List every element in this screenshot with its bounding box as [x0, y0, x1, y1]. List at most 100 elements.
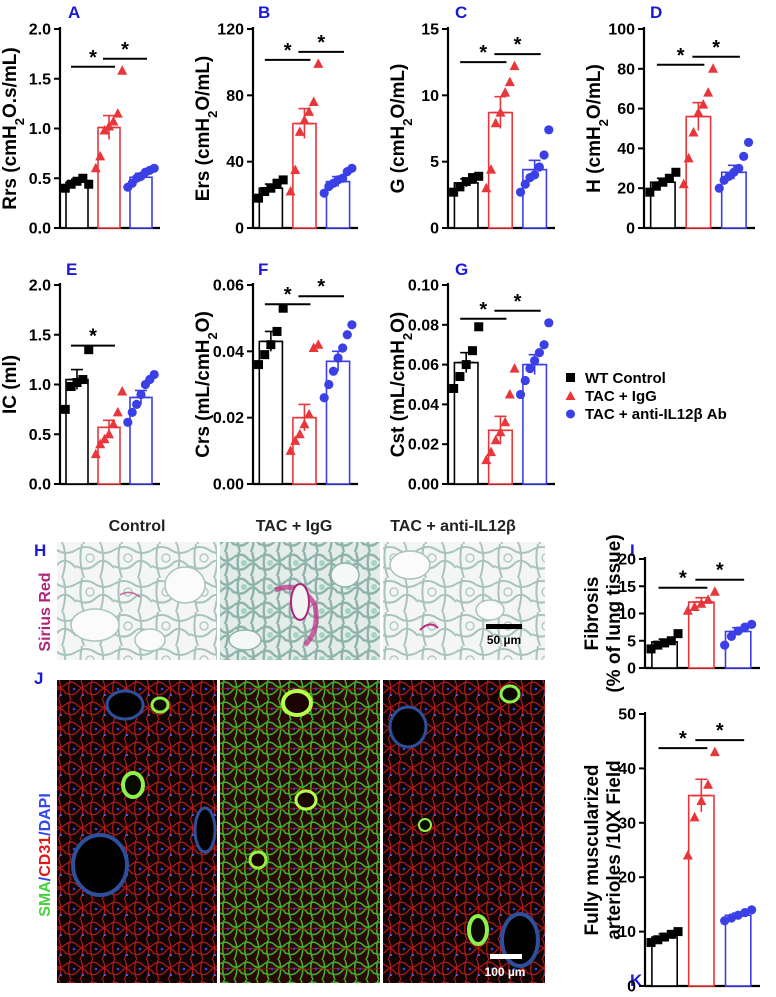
data-point-e-2 — [149, 369, 159, 380]
y-tick-label-e: 1.5 — [29, 327, 51, 344]
data-point-b-1 — [294, 126, 305, 136]
data-point-f-1 — [313, 339, 324, 349]
data-point-g-0 — [449, 383, 459, 393]
chart-panel-e: E 0.0 0.5 1.0 1.5 2.0 IC (ml) * — [0, 260, 160, 494]
data-point-d-2 — [714, 183, 724, 193]
y-tick-label-g: 0.10 — [408, 278, 439, 295]
y-tick-label-a: 0.0 — [29, 221, 51, 238]
y-axis-label-i: Fibrosis — [582, 577, 603, 651]
legend-marker-tac-igg — [565, 391, 576, 400]
data-point-c-1 — [504, 76, 515, 87]
data-point-e-2 — [123, 417, 133, 427]
data-point-k-1 — [689, 811, 700, 822]
data-point-c-1 — [509, 60, 520, 71]
y-tick-label-c: 0 — [430, 221, 439, 238]
data-point-e-1 — [99, 433, 110, 444]
significance-star-e-0: * — [89, 326, 97, 348]
data-point-d-2 — [734, 163, 744, 173]
data-point-d-0 — [664, 173, 674, 183]
data-point-b-0 — [272, 178, 282, 188]
legend-marker-wt-control — [566, 373, 575, 382]
data-point-e-0 — [66, 381, 76, 391]
data-point-c-1 — [486, 164, 497, 174]
data-point-f-1 — [290, 435, 301, 445]
data-point-k-0 — [666, 929, 676, 939]
data-point-e-1 — [90, 448, 101, 459]
data-point-a-1 — [112, 108, 123, 118]
bar-a-1 — [97, 126, 121, 229]
data-point-f-2 — [342, 330, 352, 340]
significance-star-i-0: * — [679, 568, 687, 590]
data-point-a-0 — [78, 173, 88, 183]
bar-d-1 — [685, 115, 712, 229]
data-point-e-1 — [104, 428, 114, 439]
data-point-f-2 — [328, 366, 339, 376]
data-point-g-1 — [495, 426, 506, 437]
fluorescence-tac-anti — [383, 680, 545, 983]
data-point-i-2 — [747, 619, 757, 630]
y-tick-label-a: 2.0 — [29, 22, 51, 39]
data-point-e-2 — [136, 389, 146, 400]
chart-panel-i: I 0 5 10 15 20 Fibrosis (% of lung tissue) * * — [582, 534, 760, 693]
y-tick-label-i: 5 — [627, 633, 636, 650]
panel-label-a: A — [68, 3, 80, 22]
cd31-label: CD31 — [37, 836, 54, 877]
data-point-g-1 — [504, 388, 515, 399]
data-point-d-0 — [651, 181, 661, 191]
data-point-a-1 — [117, 65, 128, 75]
y-tick-label-b: 0 — [235, 221, 244, 238]
significance-star-k-0: * — [679, 728, 687, 750]
data-point-c-0 — [461, 177, 471, 187]
y-axis-label-a: Rrs (cmH2O.s/mL) — [0, 47, 27, 209]
bar-e-0 — [65, 378, 89, 485]
y-tick-label-i: 0 — [627, 661, 636, 678]
data-point-i-0 — [666, 636, 676, 646]
data-point-i-1 — [682, 605, 693, 615]
data-point-f-1 — [285, 445, 296, 455]
data-point-i-2 — [733, 626, 743, 636]
data-point-k-0 — [646, 937, 656, 947]
legend-label-wt-control: WT Control — [585, 370, 666, 387]
data-point-c-2 — [515, 187, 526, 197]
bar-f-2 — [325, 360, 351, 485]
data-point-g-1 — [481, 454, 492, 465]
y-tick-label-d: 40 — [617, 141, 635, 158]
data-point-k-0 — [660, 932, 670, 942]
data-point-g-2 — [539, 340, 549, 350]
y-axis-label-i: (% of lung tissue) — [604, 534, 625, 692]
y-tick-label-f: 0.04 — [213, 344, 244, 361]
y-tick-label-k: 10 — [618, 924, 636, 941]
data-point-i-1 — [696, 598, 707, 608]
data-point-c-2 — [520, 179, 530, 189]
panel-label-j: J — [34, 669, 43, 688]
y-tick-label-e: 2.0 — [29, 278, 51, 295]
legend-marker-tac-anti — [566, 409, 575, 419]
y-tick-label-g: 0.06 — [408, 357, 439, 374]
data-point-g-1 — [490, 434, 501, 445]
data-point-f-0 — [254, 360, 264, 370]
y-tick-label-b: 120 — [217, 22, 244, 39]
y-tick-label-i: 20 — [618, 552, 636, 569]
column-title-tac-igg: TAC + IgG — [256, 518, 333, 535]
sma-cd31-dapi-label: SMA/CD31/DAPI — [37, 793, 54, 917]
data-point-k-1 — [696, 795, 707, 806]
data-point-a-2 — [149, 163, 159, 173]
data-point-c-1 — [495, 107, 506, 117]
data-point-g-0 — [455, 372, 465, 382]
column-title-tac-anti: TAC + anti-IL12β — [390, 518, 516, 535]
significance-star-g-1: * — [514, 291, 522, 313]
data-point-b-1 — [285, 186, 296, 196]
significance-star-b-1: * — [317, 32, 325, 54]
data-point-b-0 — [254, 193, 264, 203]
data-point-b-0 — [266, 183, 276, 193]
y-axis-label-e: IC (ml) — [0, 355, 21, 414]
scalebar-50um-label: 50 µm — [487, 633, 521, 647]
data-point-d-0 — [645, 187, 655, 197]
data-point-a-1 — [104, 121, 114, 131]
histology-sirius-tac-igg — [220, 542, 380, 660]
data-point-f-0 — [272, 326, 282, 336]
panel-label-f: F — [258, 260, 268, 279]
